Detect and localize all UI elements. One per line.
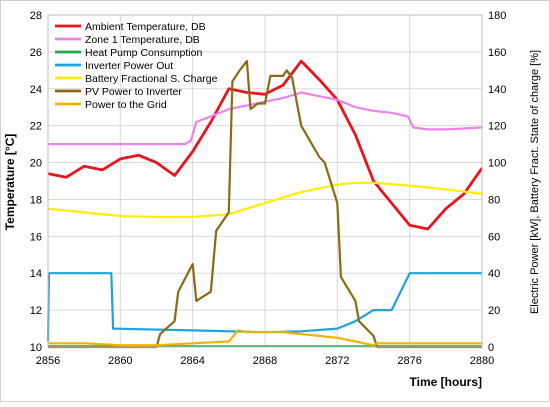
series-line xyxy=(47,181,483,219)
series-layer xyxy=(46,59,484,349)
series-line xyxy=(46,272,482,342)
x-axis-label: Time [hours] xyxy=(410,375,482,389)
legend-label: Power to the Grid xyxy=(85,99,167,111)
x-tick-label: 2876 xyxy=(397,355,421,367)
y-tick-label-left: 12 xyxy=(30,305,42,317)
series-line xyxy=(48,59,482,349)
y-tick-label-left: 10 xyxy=(30,342,42,354)
series-line xyxy=(48,329,482,347)
series-line xyxy=(47,59,484,231)
x-tick-label: 2868 xyxy=(253,355,277,367)
y-tick-label-right: 40 xyxy=(488,268,500,280)
y-axis-label-left: Temperature [°C] xyxy=(3,134,17,231)
y-tick-label-right: 100 xyxy=(488,158,506,170)
x-tick-label: 2864 xyxy=(180,355,204,367)
y-tick-label-left: 16 xyxy=(30,231,42,243)
y-tick-label-right: 120 xyxy=(488,121,506,133)
legend-label: PV Power to Inverter xyxy=(85,86,182,98)
legend-label: Ambient Temperature, DB xyxy=(85,21,206,33)
y-tick-label-right: 160 xyxy=(488,47,506,59)
y-tick-label-left: 28 xyxy=(30,10,42,22)
legend-label: Inverter Power Out xyxy=(85,60,173,72)
x-tick-label: 2860 xyxy=(108,355,132,367)
y-tick-label-left: 22 xyxy=(30,121,42,133)
y-tick-label-left: 20 xyxy=(30,158,42,170)
y-tick-label-left: 26 xyxy=(30,47,42,59)
y-tick-label-left: 18 xyxy=(30,194,42,206)
y-tick-label-right: 140 xyxy=(488,84,506,96)
plot-area-frame xyxy=(47,14,483,348)
x-tick-label: 2880 xyxy=(470,355,494,367)
y-tick-label-left: 14 xyxy=(30,268,42,280)
y-tick-label-left: 24 xyxy=(30,84,42,96)
x-tick-label: 2856 xyxy=(36,355,60,367)
legend-label: Heat Pump Consumption xyxy=(85,47,202,59)
x-tick-label: 2872 xyxy=(325,355,349,367)
y-tick-label-right: 180 xyxy=(488,10,506,22)
y-tick-label-right: 20 xyxy=(488,305,500,317)
y-tick-label-right: 60 xyxy=(488,231,500,243)
legend-label: Zone 1 Temperature, DB xyxy=(85,34,200,46)
y-axis-label-right: Electric Power [kW], Battery Fract. Stat… xyxy=(529,50,541,314)
legend-label: Battery Fractional S. Charge xyxy=(85,73,218,85)
series-line xyxy=(48,91,483,146)
y-tick-label-right: 80 xyxy=(488,194,500,206)
y-tick-label-right: 0 xyxy=(488,342,494,354)
